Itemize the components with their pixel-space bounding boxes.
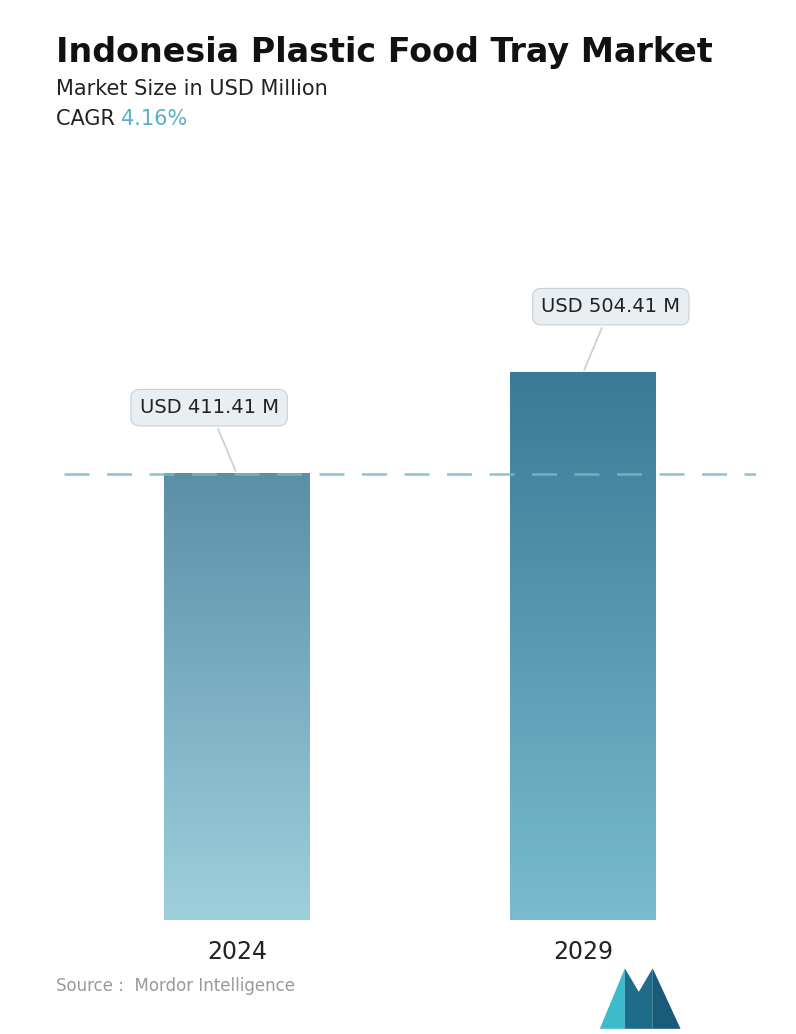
- Polygon shape: [625, 968, 653, 1029]
- Text: Source :  Mordor Intelligence: Source : Mordor Intelligence: [56, 977, 295, 995]
- Polygon shape: [653, 968, 681, 1029]
- Text: Market Size in USD Million: Market Size in USD Million: [56, 79, 327, 98]
- Polygon shape: [600, 968, 625, 1029]
- Text: Indonesia Plastic Food Tray Market: Indonesia Plastic Food Tray Market: [56, 36, 712, 69]
- Text: 4.16%: 4.16%: [121, 109, 187, 128]
- Text: CAGR: CAGR: [56, 109, 121, 128]
- Text: USD 411.41 M: USD 411.41 M: [139, 398, 279, 472]
- Text: USD 504.41 M: USD 504.41 M: [541, 297, 681, 370]
